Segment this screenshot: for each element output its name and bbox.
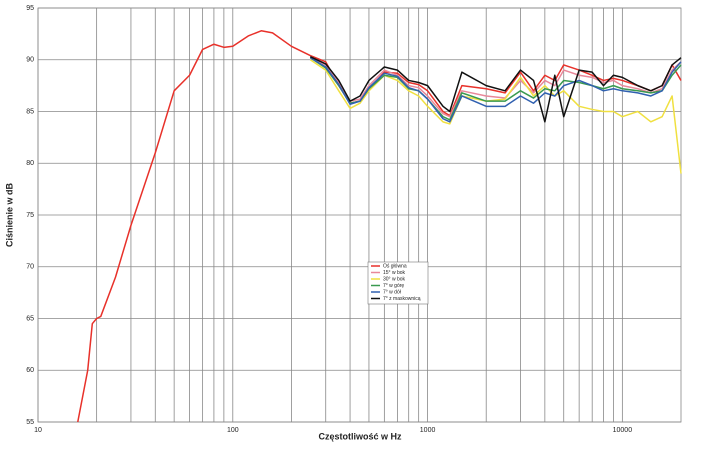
x-tick-label: 10000 xyxy=(613,427,633,434)
y-tick-label: 95 xyxy=(26,5,34,12)
legend-box xyxy=(367,261,429,305)
y-tick-label: 80 xyxy=(26,160,34,167)
y-tick-label: 65 xyxy=(26,315,34,322)
y-tick-label: 85 xyxy=(26,108,34,115)
x-axis-title: Częstotliwość w Hz xyxy=(318,431,402,441)
series-line xyxy=(309,59,682,174)
legend-label: 7° z maskownicą xyxy=(383,296,421,302)
y-tick-label: 70 xyxy=(26,264,34,271)
series-line xyxy=(309,57,682,123)
x-tick-label: 10 xyxy=(34,427,42,434)
y-tick-label: 75 xyxy=(26,212,34,219)
legend-label: 7° w dół xyxy=(383,289,402,295)
x-tick-label: 1000 xyxy=(420,427,436,434)
legend-label: 15° w bok xyxy=(383,270,406,276)
series-line xyxy=(309,55,682,123)
legend-label: Oś główna xyxy=(383,263,407,269)
x-tick-label: 100 xyxy=(227,427,239,434)
legend-label: 7° w górę xyxy=(383,283,404,289)
legend-label: 30° w bok xyxy=(383,276,406,282)
y-tick-label: 60 xyxy=(26,367,34,374)
y-axis-title: Ciśnienie w dB xyxy=(4,182,14,247)
y-tick-label: 55 xyxy=(26,419,34,426)
y-tick-label: 90 xyxy=(26,57,34,64)
series-line xyxy=(77,30,682,423)
